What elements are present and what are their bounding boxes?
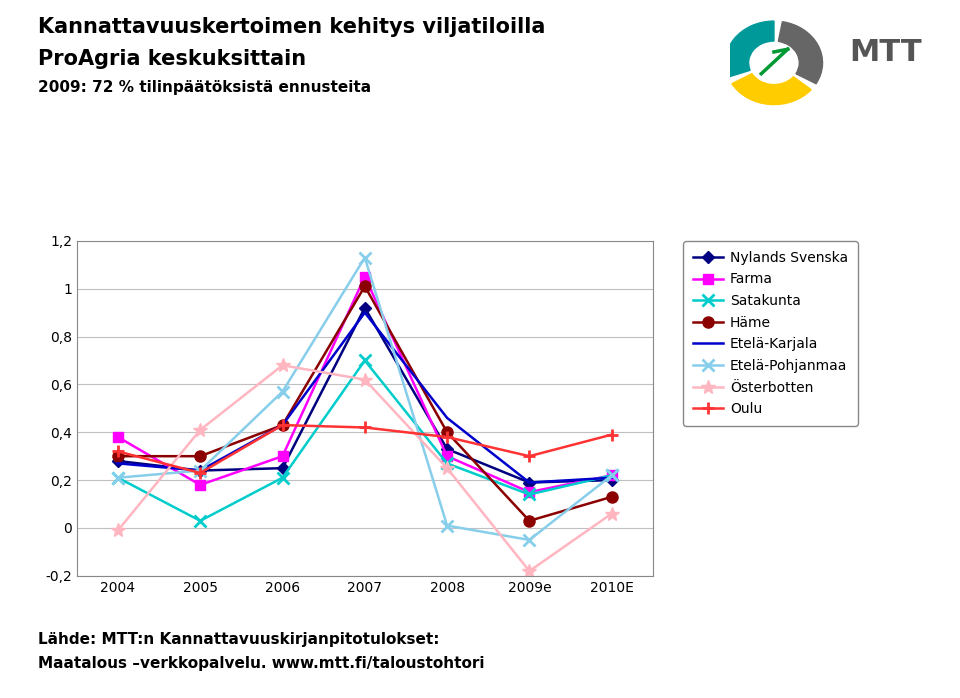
Nylands Svenska [523,478,535,487]
Oulu [442,433,453,441]
Nylands Svenska [442,445,453,453]
Oulu [112,447,124,456]
Farma [523,488,535,496]
Farma [442,452,453,461]
Häme [276,421,288,429]
Häme [195,452,206,461]
Line: Nylands Svenska: Nylands Svenska [114,304,615,487]
Oulu [359,423,371,431]
Nylands Svenska [112,456,124,465]
Häme [359,282,371,290]
Satakunta [606,471,617,480]
Etelä-Karjala [442,414,453,422]
Etelä-Pohjanmaa [523,536,535,544]
Text: Lähde: MTT:n Kannattavuuskirjanpitotulokset:: Lähde: MTT:n Kannattavuuskirjanpitotulok… [38,632,440,646]
Etelä-Pohjanmaa [606,471,617,480]
Text: Maatalous –verkkopalvelu. www.mtt.fi/taloustohtori: Maatalous –verkkopalvelu. www.mtt.fi/tal… [38,656,485,671]
Österbotten [442,464,453,473]
Wedge shape [732,74,811,105]
Wedge shape [726,21,774,77]
Satakunta [195,517,206,525]
Line: Häme: Häme [112,281,617,526]
Etelä-Pohjanmaa [442,521,453,530]
Häme [606,493,617,501]
Etelä-Karjala [195,466,206,475]
Nylands Svenska [606,476,617,484]
Satakunta [112,473,124,482]
Nylands Svenska [195,466,206,475]
Oulu [276,421,288,429]
Satakunta [442,459,453,468]
Farma [359,272,371,281]
Österbotten [359,376,371,384]
Etelä-Karjala [606,473,617,482]
Text: 2009: 72 % tilinpäätöksistä ennusteita: 2009: 72 % tilinpäätöksistä ennusteita [38,80,372,95]
Wedge shape [779,22,823,84]
Satakunta [359,356,371,364]
Text: ProAgria keskuksittain: ProAgria keskuksittain [38,49,306,69]
Etelä-Pohjanmaa [195,466,206,475]
Farma [606,471,617,480]
Line: Oulu: Oulu [111,419,618,480]
Farma [195,481,206,489]
Line: Etelä-Pohjanmaa: Etelä-Pohjanmaa [111,251,618,547]
Österbotten [523,567,535,575]
Farma [276,452,288,461]
Line: Österbotten: Österbotten [111,358,618,578]
Satakunta [523,490,535,498]
Line: Etelä-Karjala: Etelä-Karjala [118,313,612,482]
Etelä-Karjala [276,421,288,429]
Legend: Nylands Svenska, Farma, Satakunta, Häme, Etelä-Karjala, Etelä-Pohjanmaa, Österbo: Nylands Svenska, Farma, Satakunta, Häme,… [683,241,858,426]
Oulu [523,452,535,461]
Etelä-Karjala [523,478,535,487]
Line: Satakunta: Satakunta [111,354,618,527]
Text: Kannattavuuskertoimen kehitys viljatiloilla: Kannattavuuskertoimen kehitys viljatiloi… [38,17,546,38]
Etelä-Karjala [112,459,124,468]
Häme [442,428,453,436]
Etelä-Pohjanmaa [359,253,371,262]
Oulu [195,469,206,477]
Häme [523,517,535,525]
Häme [112,452,124,461]
Satakunta [276,473,288,482]
Etelä-Pohjanmaa [112,473,124,482]
Text: MTT: MTT [850,38,923,68]
Oulu [606,431,617,439]
Nylands Svenska [276,464,288,473]
Österbotten [195,426,206,434]
Etelä-Pohjanmaa [276,387,288,396]
Österbotten [112,526,124,535]
Österbotten [606,510,617,518]
Österbotten [276,361,288,369]
Nylands Svenska [359,304,371,312]
Etelä-Karjala [359,309,371,317]
Farma [112,433,124,441]
Line: Farma: Farma [113,272,616,497]
